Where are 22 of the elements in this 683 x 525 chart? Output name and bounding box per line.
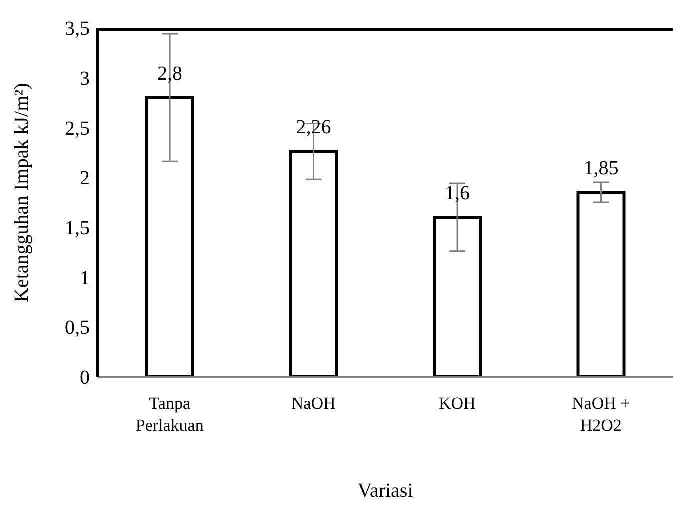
x-tick-label: NaOH xyxy=(291,394,336,413)
y-tick-label: 1,5 xyxy=(65,218,90,240)
y-tick-label: 2,5 xyxy=(65,118,90,140)
x-tick-label: NaOH + H2O2 xyxy=(572,394,630,435)
data-label: 1,6 xyxy=(445,182,470,204)
y-tick-label: 3,5 xyxy=(65,18,90,40)
data-label: 2,26 xyxy=(296,116,332,139)
y-tick-label: 2 xyxy=(80,168,90,190)
x-axis-title: Variasi xyxy=(358,480,414,502)
y-tick-label: 1 xyxy=(80,267,90,290)
bar xyxy=(576,191,626,377)
x-tick-label: KOH xyxy=(438,394,476,413)
y-tick-label: 0,5 xyxy=(65,317,90,340)
bar xyxy=(289,150,338,377)
y-tick-label: 0 xyxy=(80,367,90,390)
data-label: 1,85 xyxy=(584,158,619,180)
y-axis-title: Ketangguhan Impak kJ/m²) xyxy=(11,83,34,302)
x-tick-label: Tanpa Perlakuan xyxy=(136,394,204,435)
bar xyxy=(146,96,194,377)
bar xyxy=(433,216,482,377)
data-label: 2,8 xyxy=(158,62,182,85)
y-tick-label: 3 xyxy=(80,68,90,90)
